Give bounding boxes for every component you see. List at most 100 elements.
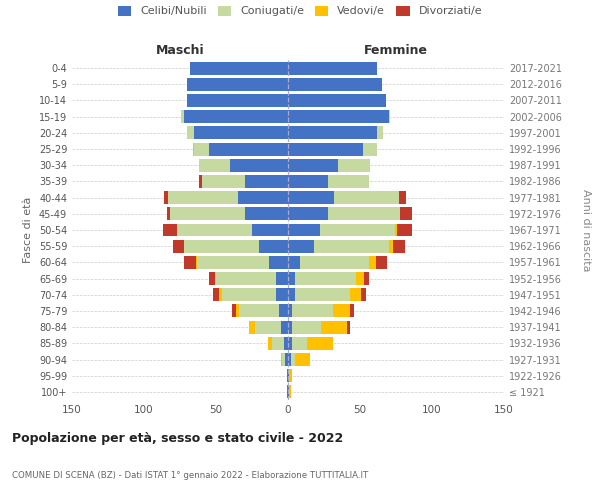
- Bar: [222, 288, 277, 301]
- Bar: [280, 304, 288, 318]
- Bar: [350, 288, 361, 301]
- Bar: [292, 304, 332, 318]
- Bar: [199, 175, 202, 188]
- Bar: [245, 175, 288, 188]
- Bar: [356, 272, 364, 285]
- Bar: [269, 256, 288, 269]
- Bar: [187, 78, 288, 91]
- Bar: [202, 175, 245, 188]
- Bar: [288, 224, 320, 236]
- Bar: [332, 304, 350, 318]
- Bar: [400, 208, 412, 220]
- Bar: [287, 369, 288, 382]
- Bar: [288, 288, 295, 301]
- Bar: [288, 320, 292, 334]
- Bar: [361, 288, 366, 301]
- Text: Popolazione per età, sesso e stato civile - 2022: Popolazione per età, sesso e stato civil…: [12, 432, 343, 445]
- Bar: [277, 272, 288, 285]
- Bar: [288, 126, 377, 140]
- Bar: [219, 288, 222, 301]
- Bar: [307, 337, 332, 350]
- Bar: [184, 240, 259, 252]
- Bar: [288, 256, 299, 269]
- Bar: [314, 240, 389, 252]
- Bar: [395, 224, 397, 236]
- Bar: [295, 288, 350, 301]
- Bar: [292, 320, 321, 334]
- Bar: [197, 256, 269, 269]
- Bar: [288, 369, 289, 382]
- Bar: [249, 320, 255, 334]
- Bar: [291, 353, 295, 366]
- Bar: [288, 175, 328, 188]
- Bar: [399, 191, 406, 204]
- Bar: [281, 353, 282, 366]
- Bar: [321, 320, 347, 334]
- Bar: [209, 272, 215, 285]
- Bar: [169, 191, 238, 204]
- Bar: [245, 208, 288, 220]
- Bar: [288, 208, 328, 220]
- Bar: [363, 142, 377, 156]
- Bar: [299, 256, 368, 269]
- Bar: [184, 110, 288, 123]
- Bar: [292, 337, 307, 350]
- Bar: [281, 320, 288, 334]
- Bar: [347, 320, 350, 334]
- Legend: Celibi/Nubili, Coniugati/e, Vedovi/e, Divorziati/e: Celibi/Nubili, Coniugati/e, Vedovi/e, Di…: [118, 6, 482, 16]
- Bar: [215, 272, 216, 285]
- Bar: [167, 208, 170, 220]
- Bar: [181, 110, 184, 123]
- Bar: [334, 191, 399, 204]
- Bar: [163, 224, 177, 236]
- Bar: [288, 78, 382, 91]
- Bar: [239, 304, 280, 318]
- Bar: [288, 272, 295, 285]
- Bar: [338, 159, 370, 172]
- Bar: [232, 304, 236, 318]
- Bar: [282, 353, 285, 366]
- Bar: [285, 353, 288, 366]
- Bar: [389, 110, 390, 123]
- Bar: [288, 386, 289, 398]
- Bar: [173, 240, 184, 252]
- Bar: [194, 126, 288, 140]
- Bar: [177, 224, 252, 236]
- Bar: [393, 240, 404, 252]
- Bar: [397, 224, 412, 236]
- Y-axis label: Anni di nascita: Anni di nascita: [581, 188, 592, 271]
- Bar: [187, 94, 288, 107]
- Bar: [364, 272, 368, 285]
- Bar: [320, 224, 395, 236]
- Bar: [288, 191, 334, 204]
- Bar: [288, 142, 363, 156]
- Bar: [196, 256, 197, 269]
- Bar: [288, 337, 292, 350]
- Bar: [288, 110, 389, 123]
- Bar: [389, 240, 393, 252]
- Bar: [288, 159, 338, 172]
- Bar: [170, 208, 245, 220]
- Y-axis label: Fasce di età: Fasce di età: [23, 197, 33, 263]
- Bar: [377, 126, 383, 140]
- Bar: [295, 272, 356, 285]
- Text: Maschi: Maschi: [155, 44, 205, 58]
- Bar: [289, 369, 292, 382]
- Bar: [272, 337, 284, 350]
- Bar: [295, 353, 310, 366]
- Bar: [288, 94, 386, 107]
- Bar: [193, 142, 194, 156]
- Bar: [287, 386, 288, 398]
- Bar: [350, 304, 354, 318]
- Bar: [328, 175, 368, 188]
- Bar: [368, 256, 376, 269]
- Bar: [284, 337, 288, 350]
- Bar: [238, 191, 288, 204]
- Bar: [288, 240, 314, 252]
- Bar: [328, 208, 400, 220]
- Bar: [255, 320, 281, 334]
- Bar: [288, 62, 377, 74]
- Bar: [230, 159, 288, 172]
- Bar: [190, 62, 288, 74]
- Bar: [213, 288, 219, 301]
